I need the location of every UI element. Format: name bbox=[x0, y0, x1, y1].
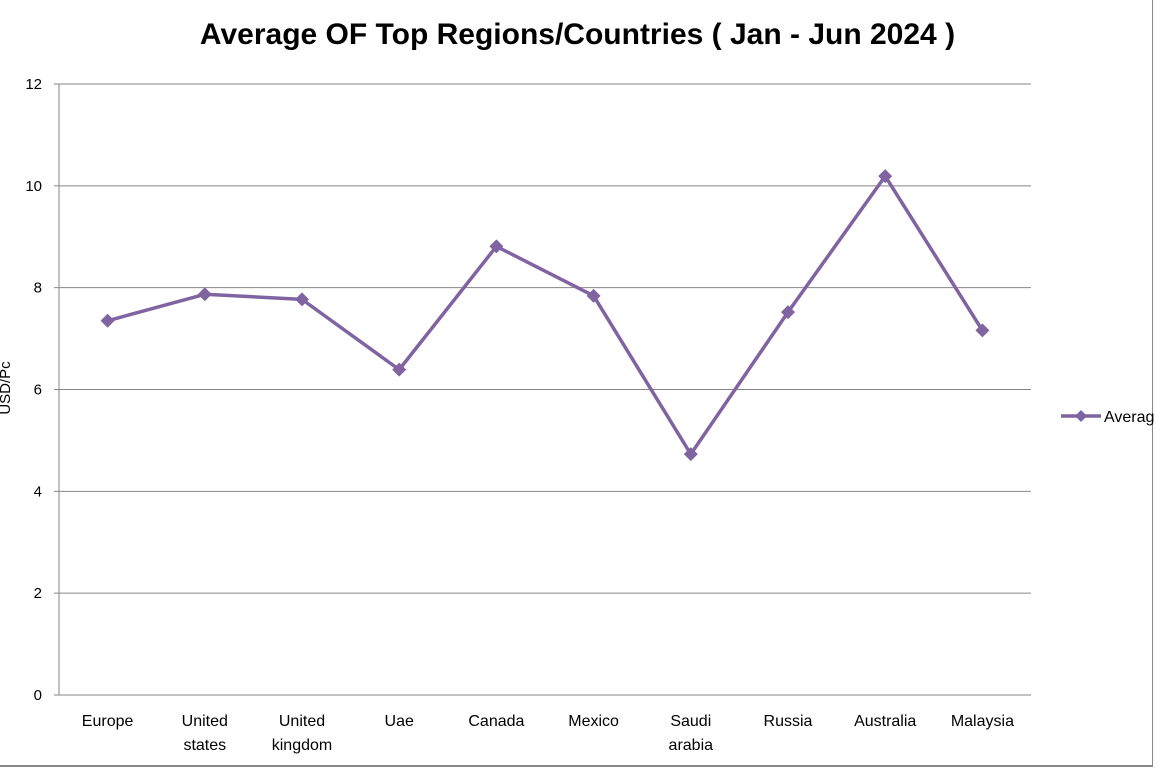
gridlines bbox=[54, 83, 1031, 696]
x-tick-label-australia: Australia bbox=[854, 713, 916, 730]
x-tick-label-canada: Canada bbox=[468, 713, 524, 730]
x-tick-label-united-kingdom: kingdom bbox=[272, 737, 332, 754]
data-point-russia bbox=[781, 305, 795, 320]
x-tick-label-saudi-arabia: Saudi bbox=[670, 713, 711, 730]
y-tick-label-2: 2 bbox=[34, 585, 42, 602]
series-line-0 bbox=[107, 174, 984, 456]
axes bbox=[58, 84, 1031, 696]
chart-title: Average OF Top Regions/Countries ( Jan -… bbox=[199, 18, 956, 51]
data-point-mexico bbox=[586, 288, 601, 303]
legend-marker-0 bbox=[1075, 410, 1087, 422]
y-axis-label: USD/Pc bbox=[0, 361, 14, 415]
x-tick-label-saudi-arabia: arabia bbox=[669, 737, 714, 754]
y-tick-labels: 0 2 4 6 8 10 12 bbox=[25, 76, 42, 704]
x-tick-label-united-states: states bbox=[183, 737, 226, 754]
y-tick-label-0: 0 bbox=[34, 687, 42, 704]
data-point-uae bbox=[392, 362, 407, 377]
data-point-europe bbox=[100, 313, 115, 328]
data-point-australia bbox=[878, 169, 893, 184]
y-tick-label-12: 12 bbox=[25, 76, 42, 93]
y-tick-label-10: 10 bbox=[25, 178, 42, 195]
x-tick-label-malaysia: Malaysia bbox=[951, 713, 1014, 730]
series-layer bbox=[100, 169, 990, 462]
legend-label-0: Average bbox=[1104, 409, 1155, 426]
x-tick-label-uae: Uae bbox=[385, 713, 414, 730]
x-tick-label-mexico: Mexico bbox=[568, 713, 619, 730]
x-tick-label-united-states: United bbox=[182, 713, 228, 730]
x-tick-label-russia: Russia bbox=[764, 713, 813, 730]
y-tick-label-6: 6 bbox=[34, 382, 42, 399]
data-point-united-kingdom bbox=[295, 292, 309, 307]
data-point-saudi-arabia bbox=[683, 447, 698, 462]
y-tick-label-8: 8 bbox=[34, 280, 42, 297]
data-point-malaysia bbox=[975, 323, 990, 338]
data-point-canada bbox=[489, 239, 504, 254]
data-point-united-states bbox=[197, 287, 212, 302]
x-tick-label-europe: Europe bbox=[82, 713, 134, 730]
y-tick-label-4: 4 bbox=[34, 483, 42, 500]
x-tick-labels: Europe United states United kingdom Uae Canada… bbox=[82, 713, 1014, 754]
x-tick-label-united-kingdom: United bbox=[279, 713, 325, 730]
legend: Average bbox=[1061, 409, 1155, 426]
